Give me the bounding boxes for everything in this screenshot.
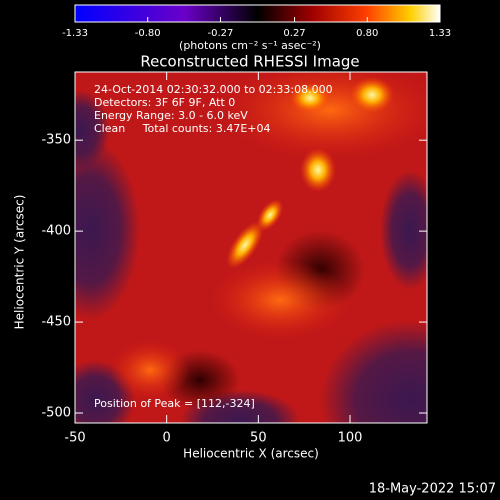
y-tick-label: -450 <box>41 315 71 330</box>
timestamp: 18-May-2022 15:07 <box>369 482 496 497</box>
annotation: Clean Total counts: 3.47E+04 <box>94 122 271 135</box>
colorbar-tick-label: 0.80 <box>356 28 378 39</box>
x-tick-label: 50 <box>250 431 267 446</box>
x-tick-label: 100 <box>338 431 363 446</box>
plot-frame <box>74 71 428 424</box>
colorbar <box>74 4 441 23</box>
colorbar-tick-label: 1.33 <box>429 28 451 39</box>
y-tick-label: -350 <box>41 133 71 148</box>
colorbar-tick-label: -0.27 <box>208 28 234 39</box>
annotation: Energy Range: 3.0 - 6.0 keV <box>94 109 248 122</box>
y-axis-label: Heliocentric Y (arcsec) <box>13 195 27 330</box>
x-tick-label: 0 <box>163 431 171 446</box>
y-tick-label: -400 <box>41 224 71 239</box>
heatmap-image <box>75 72 427 423</box>
colorbar-tick-label: -0.80 <box>135 28 161 39</box>
annotation: Detectors: 3F 6F 9F, Att 0 <box>94 96 235 109</box>
colorbar-label: (photons cm⁻² s⁻¹ asec⁻²) <box>179 39 321 52</box>
annotation: 24-Oct-2014 02:30:32.000 to 02:33:08.000 <box>94 83 333 96</box>
colorbar-tick-label: -1.33 <box>62 28 88 39</box>
colorbar-tick-label: 0.27 <box>283 28 305 39</box>
x-axis-label: Heliocentric X (arcsec) <box>183 447 319 461</box>
chart-title: Reconstructed RHESSI Image <box>140 53 359 71</box>
y-tick-label: -500 <box>41 405 71 420</box>
peak-label: Position of Peak = [112,-324] <box>94 397 255 410</box>
x-tick-label: -50 <box>64 431 85 446</box>
